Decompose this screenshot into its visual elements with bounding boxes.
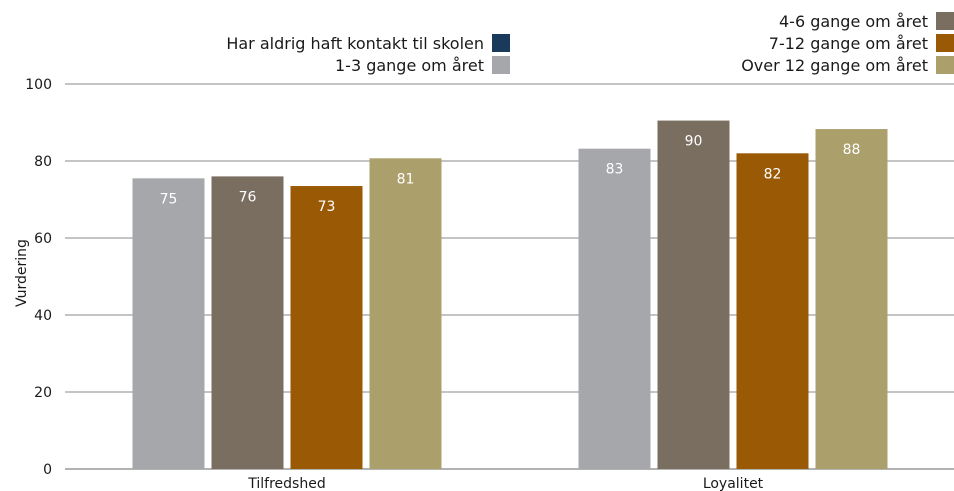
- bar: [369, 158, 442, 469]
- bar-value-label: 82: [764, 166, 782, 182]
- y-tick-labels: 0 20 40 60 80 100: [25, 77, 52, 478]
- legend-swatch: [492, 34, 510, 52]
- y-tick-label: 100: [25, 77, 52, 93]
- bar: [211, 176, 284, 469]
- bar-value-label: 88: [843, 142, 861, 158]
- legend-swatch: [936, 12, 954, 30]
- y-tick-label: 40: [34, 308, 52, 324]
- legend-label: Over 12 gange om året: [741, 55, 928, 75]
- bar-value-label: 75: [160, 191, 178, 207]
- bar: [578, 148, 651, 469]
- bar-value-label: 90: [685, 134, 703, 150]
- bar: [657, 120, 730, 469]
- y-axis-label: Vurdering: [14, 239, 30, 307]
- legend-label: 4-6 gange om året: [778, 11, 928, 31]
- bar-value-label: 76: [239, 189, 257, 205]
- legend-swatch: [492, 56, 510, 74]
- legend-item: 4-6 gange om året: [779, 11, 954, 31]
- legend-item: 7-12 gange om året: [769, 33, 954, 53]
- y-tick-label: 20: [34, 385, 52, 401]
- legend-swatch: [936, 34, 954, 52]
- bar-value-label: 73: [318, 199, 336, 215]
- bar-value-label: 83: [606, 162, 624, 178]
- legend-label: 7-12 gange om året: [768, 33, 928, 53]
- bar: [736, 153, 809, 470]
- legend-label: 1-3 gange om året: [334, 55, 484, 75]
- legend-swatch: [936, 56, 954, 74]
- legend-item: Har aldrig haft kontakt til skolen: [226, 33, 510, 53]
- bar: [815, 129, 888, 470]
- legend-item: Over 12 gange om året: [741, 55, 954, 75]
- bar: [290, 186, 363, 469]
- bar-value-label: 81: [397, 171, 415, 187]
- legend-label: Har aldrig haft kontakt til skolen: [226, 33, 484, 53]
- x-tick-label: Loyalitet: [703, 476, 764, 491]
- x-tick-labels: Tilfredshed Loyalitet: [247, 476, 763, 491]
- y-tick-label: 0: [43, 462, 52, 478]
- bar: [132, 178, 205, 469]
- bar-value-labels: 75 76 73 81 83 90 82 88: [160, 134, 861, 215]
- bars: [132, 120, 888, 470]
- legend-item: 1-3 gange om året: [335, 55, 510, 75]
- x-tick-label: Tilfredshed: [247, 476, 325, 491]
- y-tick-label: 60: [34, 231, 52, 247]
- y-tick-label: 80: [34, 154, 52, 170]
